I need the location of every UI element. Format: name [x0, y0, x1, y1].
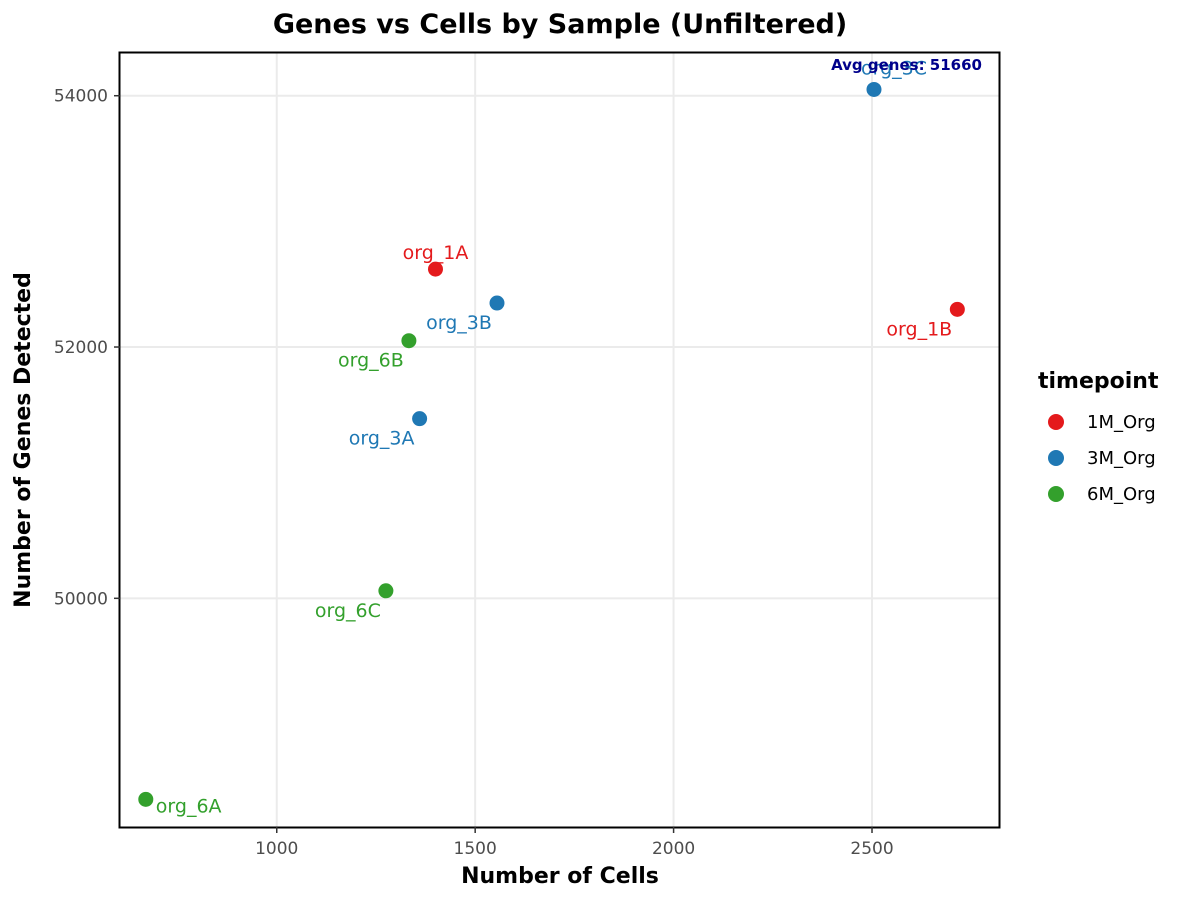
data-points: [138, 81, 965, 807]
avg-genes-annotation: Avg genes: 51660: [831, 56, 982, 74]
legend: timepoint 1M_Org 3M_Org 6M_Org: [1038, 369, 1159, 505]
point-label-org_6B: org_6B: [338, 350, 404, 372]
y-tick-label: 54000: [54, 87, 108, 107]
point-label-org_6A: org_6A: [156, 795, 222, 817]
y-axis-title: Number of Genes Detected: [11, 272, 36, 608]
point-label-org_1A: org_1A: [403, 242, 469, 264]
point-label-org_3A: org_3A: [349, 428, 415, 450]
legend-label-6M_Org: 6M_Org: [1087, 484, 1156, 505]
legend-key-3M_Org: [1048, 450, 1064, 466]
data-point-org_1B: [949, 301, 965, 317]
chart-title: Genes vs Cells by Sample (Unfiltered): [273, 9, 847, 40]
data-point-org_6B: [401, 333, 417, 349]
data-point-org_6A: [138, 791, 154, 807]
x-tick-label: 1000: [255, 839, 298, 859]
plot-panel-border: [118, 51, 1001, 829]
data-point-org_1A: [427, 261, 443, 277]
legend-key-6M_Org: [1048, 486, 1064, 502]
point-label-org_3C: org_3C: [861, 57, 927, 79]
legend-title: timepoint: [1038, 369, 1159, 394]
x-tick-label: 2000: [652, 839, 695, 859]
data-point-org_6C: [378, 583, 394, 599]
data-point-org_3C: [866, 81, 882, 97]
point-label-org_6C: org_6C: [315, 600, 381, 622]
grid: [120, 53, 999, 827]
x-axis-title: Number of Cells: [461, 864, 659, 889]
x-tick-label: 1500: [454, 839, 497, 859]
x-axis-ticks: 1000 1500 2000 2500: [255, 827, 894, 859]
y-axis-ticks: 50000 52000 54000: [54, 87, 120, 609]
data-point-org_3A: [412, 411, 428, 427]
legend-key-1M_Org: [1048, 414, 1064, 430]
x-tick-label: 2500: [850, 839, 893, 859]
point-label-org_1B: org_1B: [886, 318, 952, 340]
point-label-org_3B: org_3B: [426, 312, 492, 334]
point-labels: org_1A org_1B org_3A org_3B org_3C org_6A org_…: [156, 57, 952, 817]
y-tick-label: 52000: [54, 338, 108, 358]
y-tick-label: 50000: [54, 589, 108, 609]
data-point-org_3B: [489, 295, 505, 311]
legend-label-1M_Org: 1M_Org: [1087, 412, 1156, 433]
legend-label-3M_Org: 3M_Org: [1087, 448, 1156, 469]
